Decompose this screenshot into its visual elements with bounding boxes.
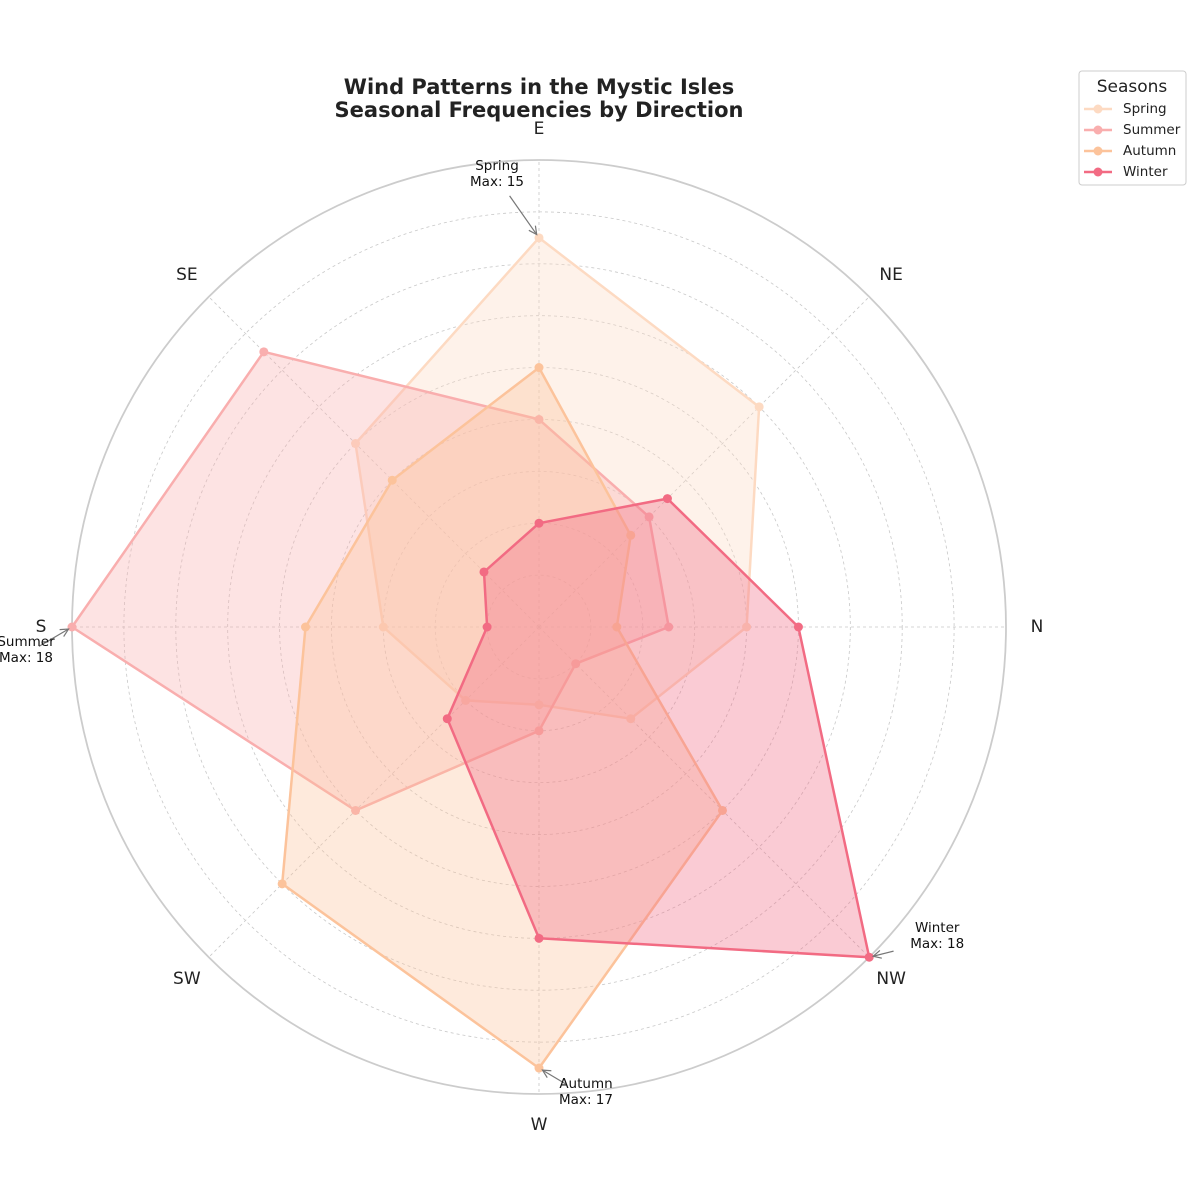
legend-item-summer: Summer bbox=[1084, 122, 1181, 138]
data-point bbox=[664, 622, 674, 632]
legend-swatch-marker bbox=[1093, 104, 1103, 114]
grid-ring bbox=[175, 263, 903, 991]
annotation-arrow bbox=[38, 628, 69, 647]
legend-swatch-marker bbox=[1093, 125, 1103, 135]
data-point bbox=[534, 700, 544, 710]
data-point bbox=[742, 622, 752, 632]
series-area bbox=[282, 367, 723, 1069]
data-point bbox=[662, 494, 672, 504]
data-point bbox=[67, 622, 77, 632]
data-point bbox=[534, 933, 544, 943]
data-point bbox=[277, 879, 287, 889]
data-point bbox=[534, 414, 544, 424]
annotation-arrow bbox=[872, 950, 894, 957]
annotation-series-name: Autumn bbox=[559, 1076, 612, 1092]
direction-label-nw: NW bbox=[876, 969, 906, 989]
data-point bbox=[387, 475, 397, 485]
data-point bbox=[534, 726, 544, 736]
legend-box bbox=[1078, 70, 1187, 186]
data-point bbox=[571, 659, 581, 669]
direction-label-n: N bbox=[1031, 617, 1044, 637]
data-point bbox=[754, 402, 764, 412]
data-point bbox=[626, 530, 636, 540]
data-point bbox=[534, 233, 544, 243]
annotation-arrowhead bbox=[59, 628, 70, 637]
data-point bbox=[644, 512, 654, 522]
data-point bbox=[717, 805, 727, 815]
direction-label-se: SE bbox=[176, 265, 198, 285]
data-point bbox=[534, 1063, 544, 1073]
series-summer bbox=[67, 347, 674, 815]
annotation-series-name: Spring bbox=[475, 158, 519, 174]
data-point bbox=[482, 622, 492, 632]
series-layer bbox=[67, 233, 874, 1073]
series-autumn bbox=[277, 363, 727, 1073]
direction-label-e: E bbox=[534, 119, 545, 139]
annotation-max-value: Max: 18 bbox=[910, 936, 964, 952]
legend-swatch-marker bbox=[1093, 146, 1103, 156]
chart-subtitle: Seasonal Frequencies by Direction bbox=[335, 98, 744, 122]
legend: Seasons Spring Summer Autumn Winter bbox=[1078, 70, 1187, 186]
annotation-max-value: Max: 15 bbox=[470, 174, 524, 190]
annotation-arrow bbox=[542, 1069, 566, 1085]
data-point bbox=[259, 347, 269, 357]
legend-item-autumn: Autumn bbox=[1084, 143, 1176, 159]
legend-label: Winter bbox=[1123, 164, 1168, 180]
annotation-series-name: Summer bbox=[0, 634, 55, 650]
legend-title: Seasons bbox=[1097, 77, 1168, 97]
data-point bbox=[351, 805, 361, 815]
series-spring bbox=[351, 233, 764, 724]
legend-label: Spring bbox=[1123, 101, 1167, 117]
data-point bbox=[479, 567, 489, 577]
data-point bbox=[301, 622, 310, 632]
direction-label-s: S bbox=[36, 617, 47, 637]
annotation-arrowhead bbox=[541, 1069, 552, 1078]
data-point bbox=[442, 714, 452, 724]
direction-label-ne: NE bbox=[879, 265, 902, 285]
annotation-series-name: Winter bbox=[915, 920, 960, 936]
legend-label: Autumn bbox=[1123, 143, 1176, 159]
data-point bbox=[534, 363, 544, 373]
direction-labels: N NE E SE S SW W NW bbox=[36, 119, 1044, 1135]
annotation-arrow bbox=[509, 195, 538, 235]
data-point bbox=[534, 518, 544, 528]
series-area bbox=[355, 237, 760, 719]
data-point bbox=[351, 439, 361, 449]
data-point bbox=[793, 622, 803, 632]
legend-swatch-marker bbox=[1093, 167, 1103, 177]
direction-label-sw: SW bbox=[173, 969, 201, 989]
data-point bbox=[612, 622, 622, 632]
direction-label-w: W bbox=[531, 1115, 548, 1135]
data-point bbox=[626, 714, 636, 724]
data-point bbox=[461, 695, 471, 705]
series-winter bbox=[442, 494, 874, 962]
legend-item-spring: Spring bbox=[1084, 101, 1167, 117]
legend-item-winter: Winter bbox=[1084, 164, 1168, 180]
annotation-arrowhead bbox=[528, 225, 538, 236]
series-area bbox=[447, 498, 870, 958]
chart-title: Wind Patterns in the Mystic Isles bbox=[344, 75, 734, 99]
annotation-arrowhead bbox=[871, 949, 882, 959]
series-area bbox=[72, 351, 669, 811]
data-point bbox=[864, 952, 874, 962]
legend-label: Summer bbox=[1123, 122, 1181, 138]
annotation-max-value: Max: 17 bbox=[559, 1092, 613, 1108]
annotation-max-value: Max: 18 bbox=[0, 650, 53, 666]
data-point bbox=[378, 622, 388, 632]
